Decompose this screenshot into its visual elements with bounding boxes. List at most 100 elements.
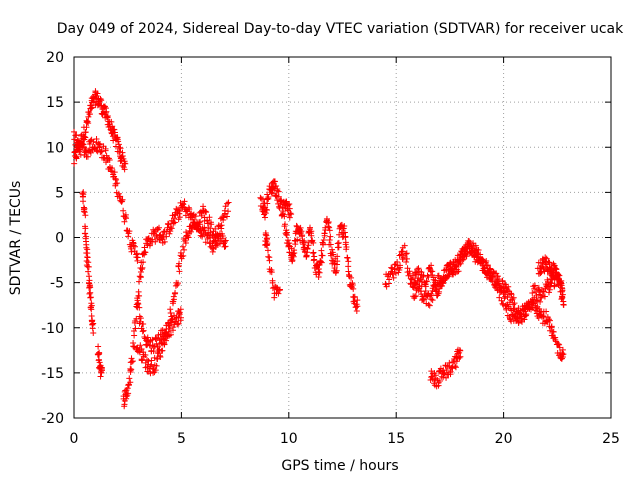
x-tick-label: 5 — [177, 431, 186, 447]
data-point — [545, 289, 552, 296]
data-point — [86, 290, 93, 297]
data-point — [305, 239, 312, 246]
data-point — [400, 254, 407, 261]
data-point — [171, 219, 178, 226]
data-point — [166, 322, 173, 329]
y-tick-label: -5 — [50, 276, 64, 292]
data-point — [200, 203, 207, 210]
series-track-c — [79, 189, 97, 337]
data-point — [80, 141, 87, 148]
data-point — [98, 365, 105, 372]
data-point — [545, 259, 552, 266]
data-point — [286, 205, 293, 212]
data-point — [140, 327, 147, 334]
data-point — [537, 298, 544, 305]
data-point — [153, 362, 160, 369]
data-point — [181, 198, 188, 205]
data-point — [177, 199, 184, 206]
data-point — [319, 241, 326, 248]
data-point — [285, 242, 292, 249]
data-point — [106, 156, 113, 163]
data-point — [79, 190, 86, 197]
data-point — [301, 238, 308, 245]
data-point — [181, 246, 188, 253]
data-point — [262, 231, 269, 238]
data-point — [81, 206, 88, 213]
data-point — [111, 169, 118, 176]
data-point — [556, 344, 563, 351]
data-point — [220, 214, 227, 221]
data-point — [136, 278, 143, 285]
data-point — [88, 105, 95, 112]
data-point — [137, 315, 144, 322]
data-point — [290, 253, 297, 260]
data-point — [127, 367, 134, 374]
data-point — [112, 175, 119, 182]
data-point — [171, 215, 178, 222]
data-point — [540, 288, 547, 295]
data-point — [80, 198, 87, 205]
data-point — [273, 182, 280, 189]
series-track-e — [120, 198, 232, 410]
data-point — [152, 238, 159, 245]
data-point — [161, 341, 168, 348]
data-point — [145, 358, 152, 365]
data-point — [406, 270, 413, 277]
data-point — [159, 347, 166, 354]
data-point — [426, 302, 433, 309]
data-point — [212, 242, 219, 249]
data-point — [272, 192, 279, 199]
data-point — [119, 196, 126, 203]
data-point — [114, 180, 121, 187]
data-point — [176, 208, 183, 215]
data-point — [287, 210, 294, 217]
x-tick-label: 25 — [602, 431, 620, 447]
data-point — [401, 242, 408, 249]
data-point — [399, 248, 406, 255]
data-point — [390, 274, 397, 281]
data-point — [333, 267, 340, 274]
y-tick-label: -20 — [41, 411, 64, 427]
data-point — [104, 113, 111, 120]
data-point — [73, 132, 80, 139]
data-point — [167, 310, 174, 317]
data-point — [423, 278, 430, 285]
data-point — [286, 214, 293, 221]
data-point — [559, 346, 566, 353]
data-points — [71, 88, 567, 410]
data-point — [511, 300, 518, 307]
data-point — [175, 207, 182, 214]
data-point — [86, 141, 93, 148]
data-point — [447, 368, 454, 375]
data-point — [87, 137, 94, 144]
data-point — [97, 95, 104, 102]
data-point — [71, 136, 78, 143]
data-point — [315, 265, 322, 272]
data-point — [167, 224, 174, 231]
data-point — [457, 353, 464, 360]
data-point — [412, 292, 419, 299]
data-point — [326, 227, 333, 234]
data-point — [429, 297, 436, 304]
data-point — [343, 244, 350, 251]
data-point — [417, 275, 424, 282]
data-point — [475, 247, 482, 254]
data-point — [137, 274, 144, 281]
data-point — [329, 246, 336, 253]
data-point — [320, 236, 327, 243]
data-point — [325, 220, 332, 227]
y-tick-label: 0 — [55, 231, 64, 247]
series-track-m — [534, 254, 567, 308]
data-point — [458, 248, 465, 255]
data-point — [354, 297, 361, 304]
data-point — [414, 277, 421, 284]
data-point — [317, 258, 324, 265]
data-point — [179, 243, 186, 250]
data-point — [122, 160, 129, 167]
data-point — [275, 290, 282, 297]
data-point — [353, 308, 360, 315]
data-point — [82, 230, 89, 237]
y-tick-label: 5 — [55, 185, 64, 201]
data-point — [222, 243, 229, 250]
data-point — [541, 293, 548, 300]
